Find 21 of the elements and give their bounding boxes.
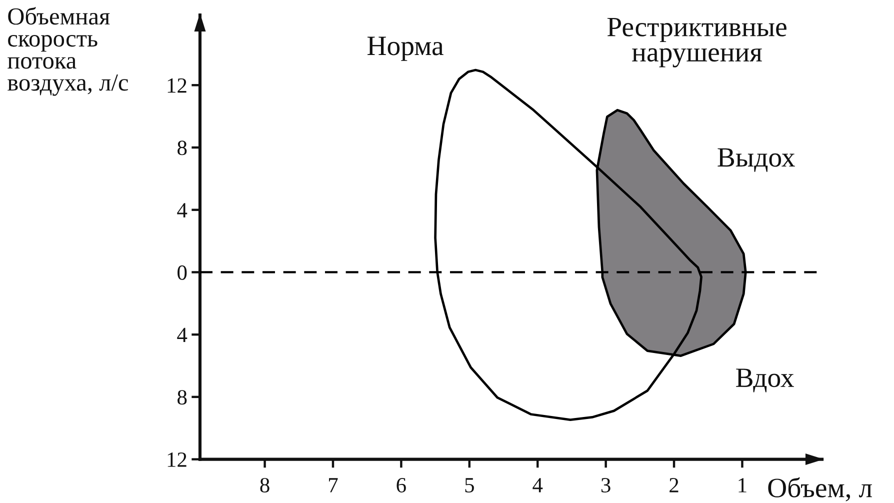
- y-tick-label: 4: [177, 328, 188, 342]
- y-axis-title: Объемная скорость потока воздуха, л/с: [8, 7, 128, 96]
- y-tick-label: 12: [168, 452, 186, 467]
- annotation: Вдох: [736, 368, 794, 392]
- series-label: Рестриктивные нарушения: [607, 18, 786, 68]
- x-tick-label: 4: [532, 478, 543, 492]
- y-tick-label: 8: [178, 140, 187, 156]
- y-tick-label: 4: [177, 203, 188, 218]
- x-tick-label: 5: [465, 478, 474, 492]
- x-tick-label: 2: [670, 478, 678, 492]
- x-tick-label: 8: [260, 478, 270, 492]
- y-tick-label: 8: [178, 390, 187, 405]
- x-axis-title: Объем, л: [768, 477, 872, 502]
- y-tick-label: 0: [178, 265, 187, 280]
- x-tick-label: 7: [329, 478, 338, 492]
- x-tick-label: 6: [396, 478, 406, 492]
- series-label: Норма: [367, 36, 444, 61]
- x-tick-label: 1: [738, 478, 746, 492]
- annotation: Выдох: [718, 148, 795, 172]
- x-tick-label: 3: [601, 478, 610, 492]
- y-tick-label: 12: [168, 78, 186, 93]
